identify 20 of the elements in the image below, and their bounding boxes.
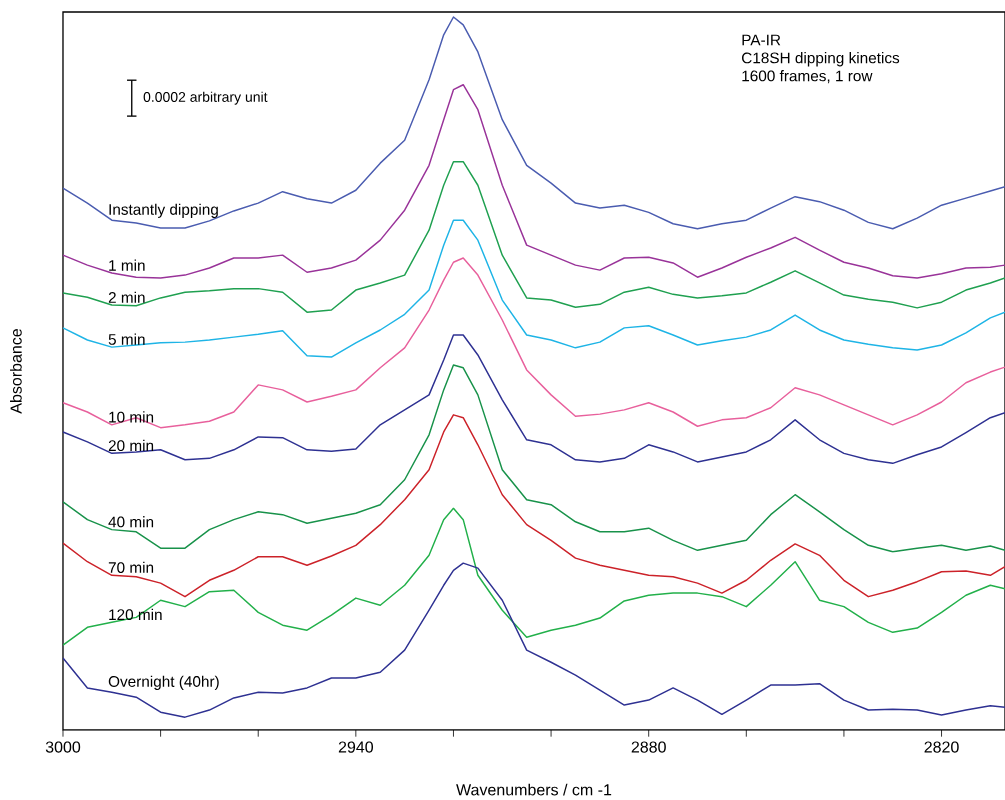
annotation: 1600 frames, 1 row [742,70,873,84]
x-tick-label: 2940 [338,741,374,753]
series-label: Overnight (40hr) [108,675,219,690]
series-label: 1 min [109,259,145,271]
series-label: 40 min [108,516,154,528]
series-label: 20 min [108,439,154,452]
series-label: 70 min [108,561,154,574]
y-axis-title: Absorbance [10,329,22,414]
x-tick-label: 3000 [45,741,81,753]
annotation: 0.0002 arbitrary unit [143,91,268,105]
series-label: 2 min [108,291,145,303]
series-label: 5 min [108,333,145,345]
x-tick-label: 2880 [631,741,666,753]
x-tick-label: 2820 [924,741,959,753]
annotation: C18SH dipping kinetics [742,52,900,67]
x-axis-title: Wavenumbers / cm -1 [456,783,612,796]
series-label: 10 min [109,411,154,423]
annotation: PA-IR [742,34,781,46]
series-label: 120 min [109,608,162,621]
series-label: Instantly dipping [109,203,218,218]
